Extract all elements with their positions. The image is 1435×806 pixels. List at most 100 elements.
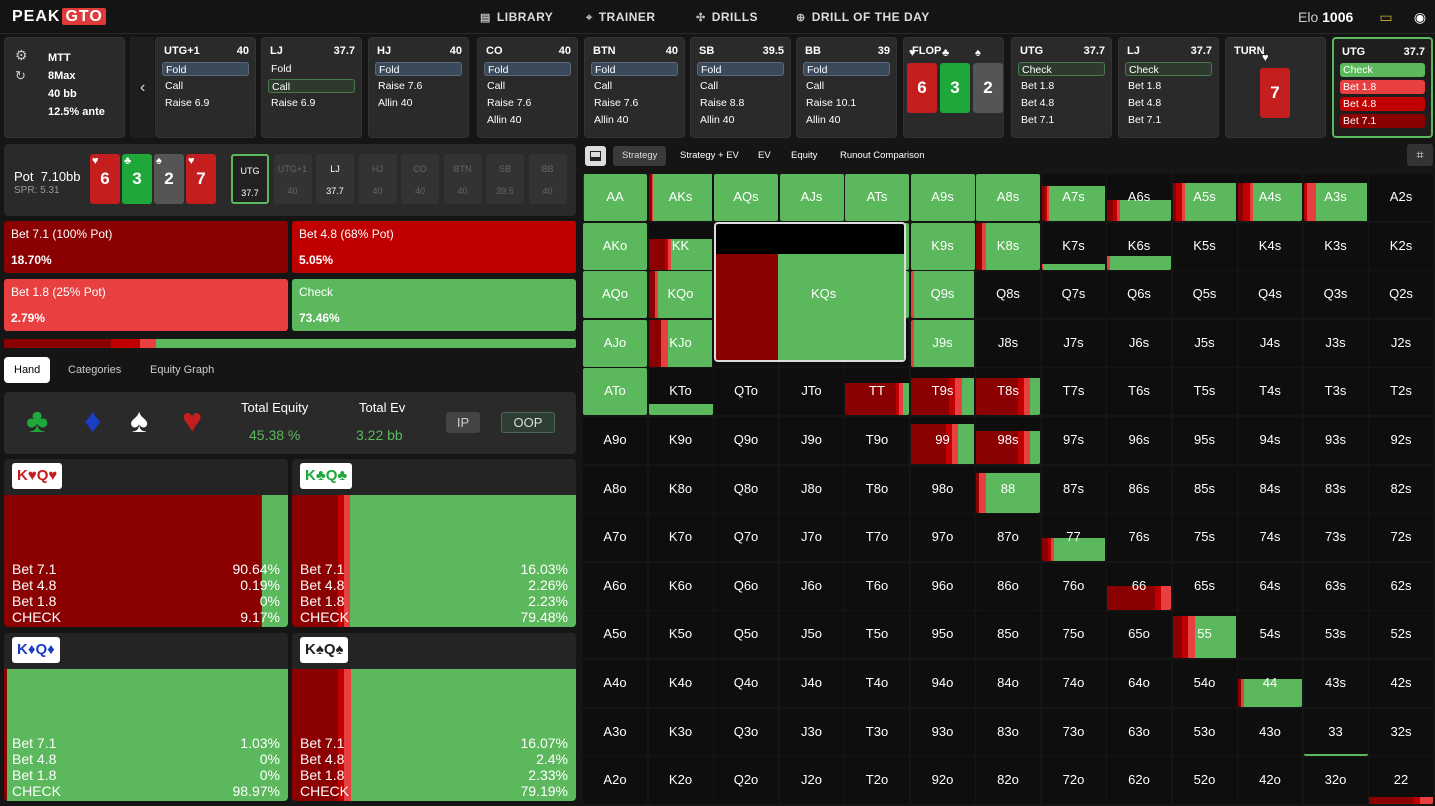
hand-cell[interactable]: K4s [1238,222,1302,270]
hand-cell[interactable]: 84o [976,660,1040,707]
hand-cell[interactable]: Q6s [1107,271,1171,319]
hand-cell[interactable]: J2s [1369,319,1433,367]
action-option[interactable]: Fold [803,62,890,76]
action-option[interactable]: Allin 40 [594,114,629,126]
heart-suit-filter[interactable]: ♥ [182,402,203,440]
hand-cell[interactable]: 87s [1041,465,1106,513]
hand-cell[interactable]: Q3o [714,708,778,756]
hand-cell[interactable]: A3s [1303,174,1368,221]
hand-cell[interactable]: J8s [976,319,1040,367]
hand-cell[interactable]: KJo [648,319,713,367]
position-box[interactable]: SB 39.5 [486,154,524,204]
hand-cell[interactable]: J7s [1041,319,1106,367]
hand-cell[interactable]: Q9o [714,417,778,464]
hand-cell[interactable]: 86s [1107,465,1171,513]
hand-cell[interactable]: K6o [648,562,713,610]
action-option[interactable]: Bet 7.1 [1128,114,1162,126]
hand-cell[interactable]: 75o [1041,611,1106,659]
nav-drills[interactable]: ✣ DRILLS [696,10,759,24]
hand-cell[interactable]: Q2o [714,757,778,805]
hand-cell[interactable]: 32s [1369,708,1433,756]
hand-cell[interactable]: J8o [779,465,844,513]
hand-cell[interactable]: Q5o [714,611,778,659]
action-option[interactable]: Call [594,80,613,92]
hand-cell[interactable]: K9s [910,222,975,270]
hand-cell[interactable]: J3o [779,708,844,756]
hand-cell[interactable]: 97o [910,514,975,562]
hand-cell[interactable]: 43o [1238,708,1302,756]
hand-cell[interactable]: K8o [648,465,713,513]
position-box[interactable]: HJ 40 [358,154,397,204]
hand-cell[interactable]: AQs [714,174,778,221]
hand-cell[interactable]: J4s [1238,319,1302,367]
action-option[interactable]: Raise 7.6 [487,97,532,109]
hand-cell[interactable]: 66 [1107,562,1171,610]
hand-cell[interactable]: A5s [1172,174,1237,221]
action-option[interactable]: Bet 1.8 [1128,80,1162,92]
hand-cell[interactable]: J9s [910,319,975,367]
hand-cell[interactable]: T5o [845,611,909,659]
hand-cell[interactable]: T4s [1238,368,1302,416]
action-option[interactable]: Raise 6.9 [165,97,210,109]
action-option[interactable]: Call [487,80,506,92]
hand-cell[interactable]: T9o [845,417,909,464]
hand-cell[interactable]: K4o [648,660,713,707]
action-option[interactable]: Allin 40 [806,114,841,126]
game-settings-card[interactable]: ⚙ ↻ MTT 8Max 40 bb 12.5% ante [4,37,125,138]
hand-cell[interactable]: 77 [1041,514,1106,562]
hand-cell[interactable]: 93s [1303,417,1368,464]
hand-cell[interactable]: 75s [1172,514,1237,562]
diamond-suit-filter[interactable]: ♦ [84,402,102,440]
hand-cell[interactable]: K2s [1369,222,1433,270]
tab-strategy[interactable]: Strategy [613,146,667,166]
tab-equity-graph[interactable]: Equity Graph [150,364,215,376]
hand-cell[interactable]: T9s [910,368,975,416]
hand-cell[interactable]: T2s [1369,368,1433,416]
combo-card[interactable]: K♠Q♠ Bet 7.1 16.07% Bet 4.8 2.4% Bet 1.8 2.33%… [292,633,576,801]
hand-cell[interactable]: A7s [1041,174,1106,221]
hand-cell[interactable]: K7o [648,514,713,562]
hand-cell[interactable]: 94s [1238,417,1302,464]
action-option[interactable]: Allin 40 [378,97,413,109]
hand-cell[interactable]: AQo [583,271,647,319]
hand-cell[interactable]: A4o [583,660,647,707]
action-option[interactable]: Allin 40 [487,114,522,126]
tab-equity[interactable]: Equity [791,150,818,161]
hand-cell[interactable]: 95o [910,611,975,659]
nav-library[interactable]: ▤ LIBRARY [480,10,554,24]
hand-cell[interactable]: J9o [779,417,844,464]
hand-cell[interactable]: A4s [1238,174,1302,221]
hand-cell[interactable]: 62s [1369,562,1433,610]
tab-hand[interactable]: Hand [4,357,51,383]
hand-cell[interactable]: J6o [779,562,844,610]
hand-cell[interactable]: 98o [910,465,975,513]
hand-cell[interactable]: T5s [1172,368,1237,416]
tab-ev[interactable]: EV [758,150,771,161]
hand-cell[interactable]: 32o [1303,757,1368,805]
action-option[interactable]: Raise 7.6 [594,97,639,109]
action-history-card[interactable]: BB 39 Fold Call Raise 10.1 Allin 40 [796,37,897,138]
position-box[interactable]: BB 40 [528,154,567,204]
action-option[interactable]: Bet 7.1 [1021,114,1055,126]
hand-cell[interactable]: 64o [1107,660,1171,707]
hand-cell[interactable]: A9o [583,417,647,464]
gear-icon[interactable]: ⚙ [15,47,28,63]
action-option[interactable]: Fold [162,62,249,76]
hand-cell[interactable]: Q3s [1303,271,1368,319]
hand-cell[interactable]: KTo [648,368,713,416]
action-option[interactable]: Raise 7.6 [378,80,423,92]
hand-cell[interactable]: A9s [910,174,975,221]
hand-cell[interactable]: Q6o [714,562,778,610]
hand-cell[interactable]: A2s [1369,174,1433,221]
hand-cell[interactable]: T2o [845,757,909,805]
hand-cell[interactable]: T6s [1107,368,1171,416]
hand-cell[interactable]: AKo [583,222,647,270]
action-history-card[interactable]: UTG+1 40 Fold Call Raise 6.9 [155,37,256,138]
combo-card[interactable]: K♣Q♣ Bet 7.1 16.03% Bet 4.8 2.26% Bet 1.8 2.23… [292,459,576,627]
hand-cell[interactable]: A5o [583,611,647,659]
hand-cell[interactable]: 95s [1172,417,1237,464]
hand-cell[interactable]: T7s [1041,368,1106,416]
action-option[interactable]: Call [165,80,184,92]
hand-cell[interactable]: Q5s [1172,271,1237,319]
hand-cell[interactable]: 87o [976,514,1040,562]
